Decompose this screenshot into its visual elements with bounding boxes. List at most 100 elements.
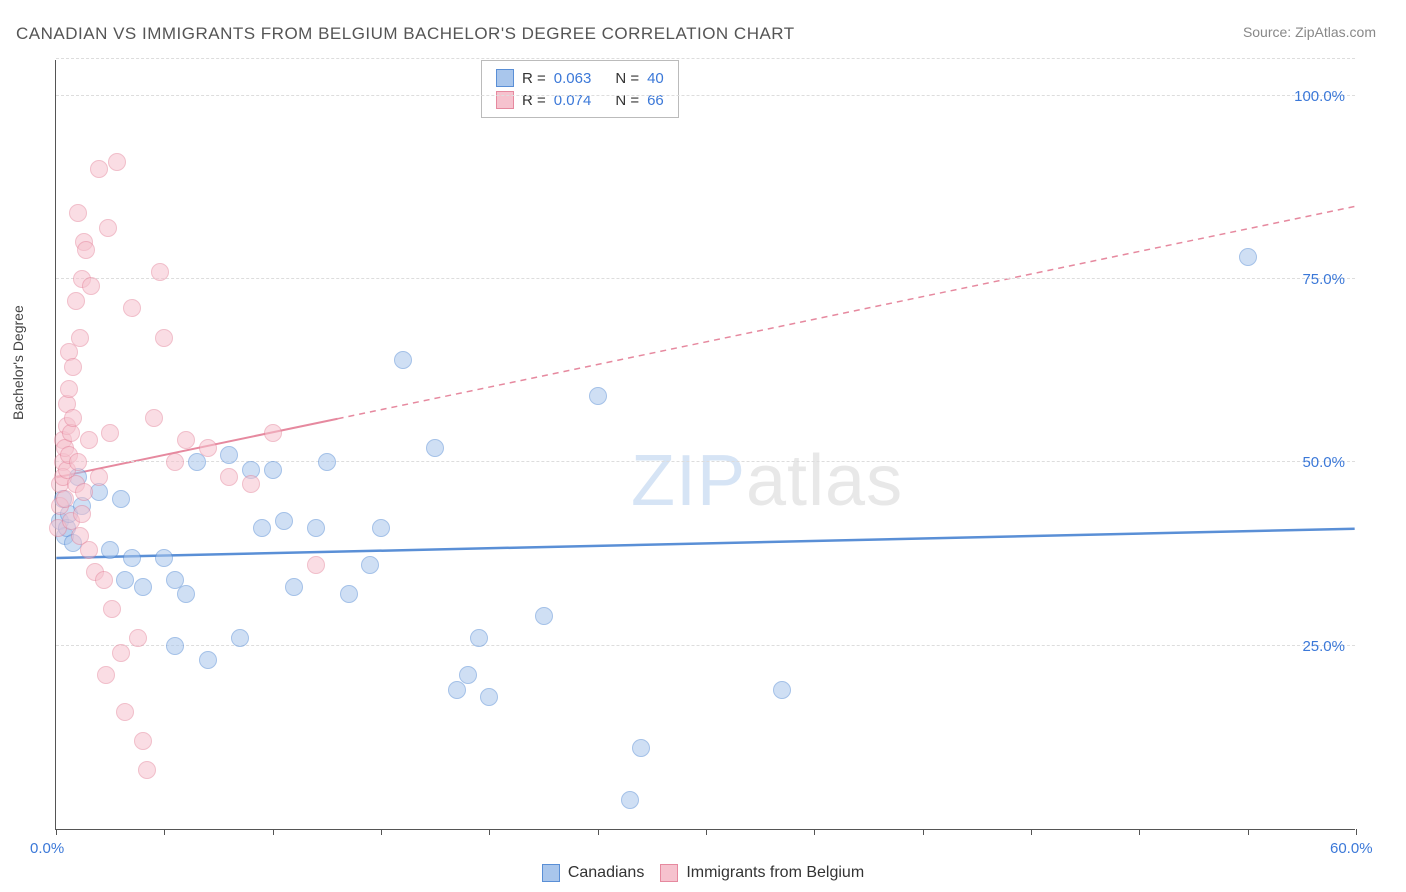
data-point	[90, 468, 108, 486]
x-tick	[814, 829, 815, 835]
data-point	[64, 409, 82, 427]
data-point	[116, 703, 134, 721]
correlation-row: R = 0.063 N = 40	[496, 67, 664, 89]
data-point	[199, 439, 217, 457]
data-point	[285, 578, 303, 596]
data-point	[361, 556, 379, 574]
legend-label: Immigrants from Belgium	[686, 864, 864, 882]
data-point	[145, 409, 163, 427]
x-tick-label: 0.0%	[30, 840, 64, 857]
legend-label: Canadians	[568, 864, 645, 882]
data-point	[231, 629, 249, 647]
data-point	[307, 519, 325, 537]
data-point	[340, 585, 358, 603]
data-point	[632, 739, 650, 757]
data-point	[95, 571, 113, 589]
data-point	[220, 468, 238, 486]
y-axis-title: Bachelor's Degree	[10, 305, 26, 420]
data-point	[101, 541, 119, 559]
r-label: R =	[522, 70, 546, 87]
data-point	[151, 263, 169, 281]
watermark-atlas: atlas	[746, 441, 903, 521]
y-tick-label: 100.0%	[1285, 88, 1345, 105]
data-point	[64, 358, 82, 376]
gridline	[56, 278, 1355, 279]
series-swatch	[496, 69, 514, 87]
data-point	[134, 578, 152, 596]
x-tick	[489, 829, 490, 835]
data-point	[1239, 248, 1257, 266]
data-point	[220, 446, 238, 464]
data-point	[112, 490, 130, 508]
data-point	[75, 483, 93, 501]
x-tick	[381, 829, 382, 835]
y-tick-label: 50.0%	[1285, 454, 1345, 471]
n-label: N =	[615, 70, 639, 87]
data-point	[307, 556, 325, 574]
watermark: ZIPatlas	[631, 440, 903, 522]
data-point	[56, 490, 74, 508]
legend-bottom: Canadians Immigrants from Belgium	[0, 864, 1406, 882]
data-point	[535, 607, 553, 625]
data-point	[448, 681, 466, 699]
legend-item: Canadians	[542, 864, 645, 882]
gridline	[56, 95, 1355, 96]
data-point	[103, 600, 121, 618]
x-tick	[598, 829, 599, 835]
data-point	[426, 439, 444, 457]
data-point	[199, 651, 217, 669]
legend-swatch	[542, 864, 560, 882]
data-point	[73, 505, 91, 523]
data-point	[188, 453, 206, 471]
n-value: 40	[647, 70, 664, 87]
data-point	[394, 351, 412, 369]
data-point	[134, 732, 152, 750]
correlation-box: R =0.063N =40R =0.074N =66	[481, 60, 679, 118]
data-point	[242, 475, 260, 493]
data-point	[372, 519, 390, 537]
x-tick	[56, 829, 57, 835]
x-tick	[1139, 829, 1140, 835]
data-point	[80, 431, 98, 449]
data-point	[108, 153, 126, 171]
data-point	[123, 299, 141, 317]
data-point	[101, 424, 119, 442]
data-point	[82, 277, 100, 295]
data-point	[80, 541, 98, 559]
data-point	[275, 512, 293, 530]
data-point	[155, 549, 173, 567]
data-point	[90, 160, 108, 178]
data-point	[621, 791, 639, 809]
x-tick	[1356, 829, 1357, 835]
data-point	[155, 329, 173, 347]
data-point	[129, 629, 147, 647]
data-point	[99, 219, 117, 237]
data-point	[177, 585, 195, 603]
data-point	[459, 666, 477, 684]
data-point	[97, 666, 115, 684]
x-tick	[273, 829, 274, 835]
r-value: 0.063	[554, 70, 592, 87]
chart-container: CANADIAN VS IMMIGRANTS FROM BELGIUM BACH…	[0, 0, 1406, 892]
data-point	[138, 761, 156, 779]
data-point	[470, 629, 488, 647]
data-point	[60, 380, 78, 398]
data-point	[71, 329, 89, 347]
data-point	[112, 644, 130, 662]
data-point	[116, 571, 134, 589]
data-point	[177, 431, 195, 449]
data-point	[318, 453, 336, 471]
trend-lines	[56, 60, 1355, 829]
data-point	[589, 387, 607, 405]
chart-title: CANADIAN VS IMMIGRANTS FROM BELGIUM BACH…	[16, 24, 795, 44]
x-tick	[706, 829, 707, 835]
data-point	[773, 681, 791, 699]
y-tick-label: 25.0%	[1285, 638, 1345, 655]
gridline	[56, 58, 1355, 59]
x-tick	[1031, 829, 1032, 835]
x-tick-label: 60.0%	[1330, 840, 1373, 857]
legend-item: Immigrants from Belgium	[660, 864, 864, 882]
data-point	[69, 453, 87, 471]
x-tick	[1248, 829, 1249, 835]
data-point	[253, 519, 271, 537]
